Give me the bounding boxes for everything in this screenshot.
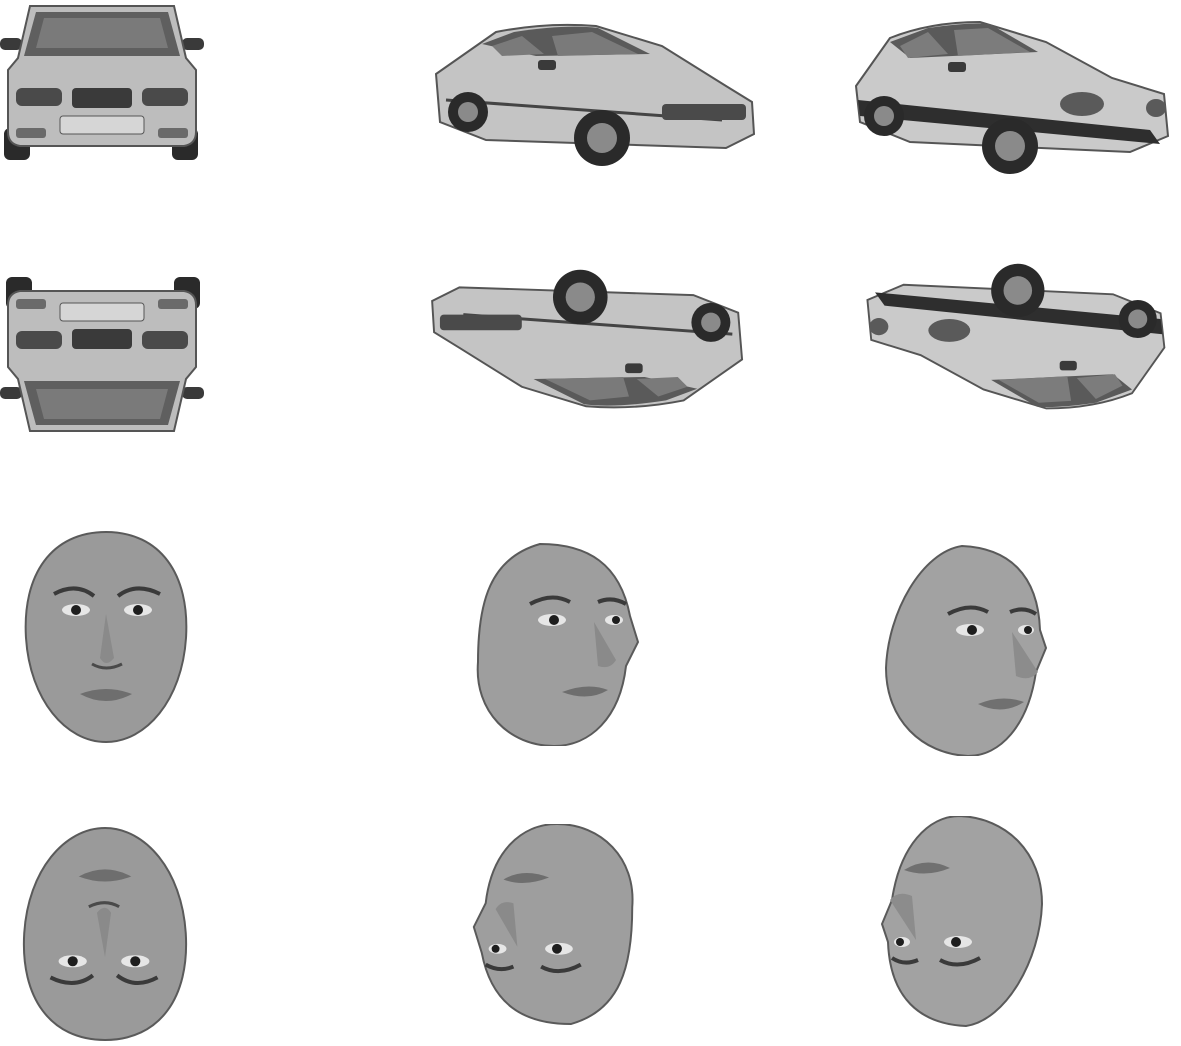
face-front-upright-image bbox=[20, 530, 192, 744]
face-b-three-quarter-inverted-image bbox=[880, 816, 1046, 1028]
face-a-three-quarter-inverted bbox=[468, 824, 642, 1026]
face-front-upright bbox=[20, 530, 192, 744]
car-b-three-quarter-inverted-image bbox=[850, 260, 1178, 418]
car-a-three-quarter-inverted-image bbox=[426, 262, 756, 416]
car-a-three-quarter-inverted bbox=[426, 262, 756, 416]
car-front-inverted bbox=[0, 274, 204, 438]
face-front-inverted bbox=[18, 826, 192, 1042]
face-b-three-quarter-upright-image bbox=[882, 544, 1048, 756]
car-front-upright bbox=[0, 0, 204, 162]
face-a-three-quarter-inverted-image bbox=[468, 824, 642, 1026]
car-front-inverted-image bbox=[0, 274, 204, 438]
face-b-three-quarter-inverted bbox=[880, 816, 1046, 1028]
car-b-three-quarter-upright bbox=[850, 12, 1178, 178]
face-a-three-quarter-upright bbox=[470, 542, 642, 746]
face-b-three-quarter-upright bbox=[882, 544, 1048, 756]
face-front-inverted-image bbox=[18, 826, 192, 1042]
car-b-three-quarter-upright-image bbox=[850, 12, 1178, 178]
car-a-three-quarter-upright-image bbox=[426, 16, 756, 174]
car-front-upright-image bbox=[0, 0, 204, 162]
car-a-three-quarter-upright bbox=[426, 16, 756, 174]
car-b-three-quarter-inverted bbox=[850, 260, 1178, 418]
face-a-three-quarter-upright-image bbox=[470, 542, 642, 746]
